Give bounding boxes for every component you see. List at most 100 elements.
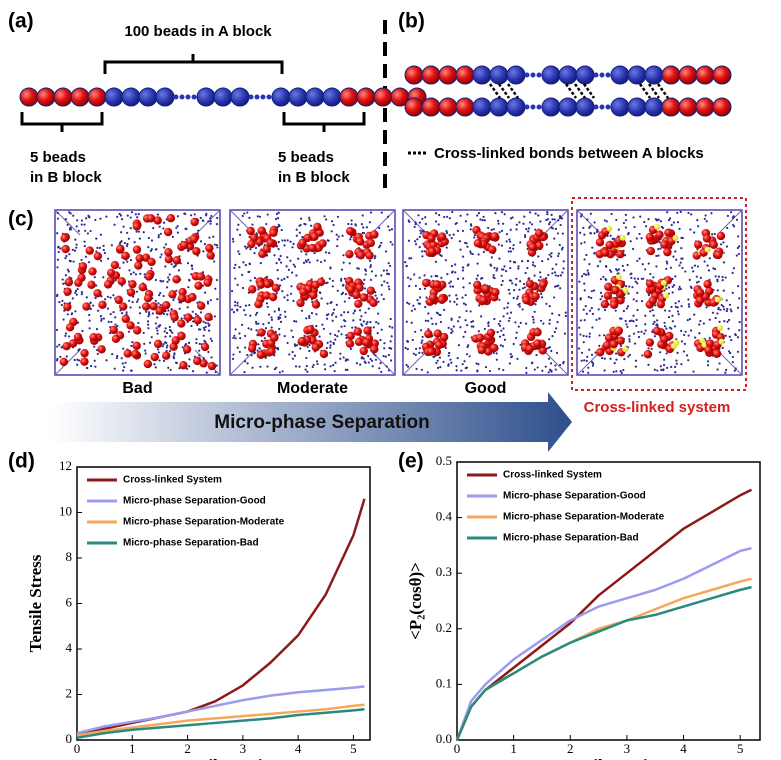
bead	[161, 351, 171, 360]
bead	[62, 282, 65, 285]
bead	[536, 366, 539, 369]
bead	[528, 211, 532, 214]
bead	[523, 215, 526, 218]
bead	[147, 257, 156, 267]
x-tick-label: 2	[567, 741, 574, 756]
bead	[587, 273, 590, 276]
bead	[719, 308, 722, 311]
bead	[164, 341, 167, 344]
bead	[278, 333, 281, 336]
bead	[107, 320, 110, 323]
bead	[256, 350, 266, 359]
bead	[318, 335, 321, 338]
bead	[67, 270, 70, 273]
bead	[548, 253, 551, 256]
bead	[482, 215, 485, 218]
bead	[736, 306, 740, 309]
y-tick-label: 8	[66, 549, 73, 564]
bead	[74, 289, 78, 292]
bead	[519, 280, 522, 283]
bead	[534, 212, 537, 215]
bead	[502, 222, 505, 225]
bead	[143, 342, 146, 345]
bead	[174, 361, 178, 364]
bead	[606, 225, 613, 232]
bead	[729, 351, 732, 355]
bead	[279, 320, 283, 323]
bead	[326, 317, 329, 320]
bead	[505, 233, 509, 236]
bead	[216, 216, 219, 220]
bead	[559, 363, 562, 367]
bead	[112, 294, 115, 297]
bead	[100, 295, 103, 298]
bead	[366, 238, 376, 248]
bead	[687, 359, 690, 362]
bead	[406, 301, 409, 304]
bead	[484, 366, 488, 369]
bead	[172, 357, 176, 360]
bead	[404, 346, 407, 350]
bead	[184, 313, 193, 322]
bead	[158, 324, 162, 327]
bead	[703, 260, 706, 263]
bead	[500, 244, 504, 247]
bead	[616, 336, 625, 345]
bead	[416, 299, 419, 302]
bead	[188, 358, 191, 361]
bead	[356, 87, 376, 107]
bead	[450, 318, 453, 321]
bead	[535, 353, 538, 357]
bead	[500, 329, 503, 332]
bead	[475, 277, 478, 280]
bead	[727, 350, 731, 353]
bead	[343, 325, 346, 328]
bead	[631, 286, 634, 289]
bead	[643, 350, 653, 359]
bead	[448, 294, 451, 297]
bead	[466, 264, 469, 267]
bead	[591, 312, 594, 316]
bead	[68, 335, 71, 338]
bead	[632, 216, 635, 219]
bead	[421, 255, 424, 258]
bead	[248, 270, 251, 273]
bracket	[282, 112, 366, 132]
bead	[246, 353, 249, 357]
bead	[296, 298, 305, 308]
bead	[157, 351, 160, 354]
bead	[601, 295, 604, 298]
bead	[536, 104, 542, 110]
bead	[680, 329, 683, 333]
bead	[198, 342, 201, 345]
bead	[652, 326, 662, 336]
bead	[436, 359, 439, 362]
bead	[126, 260, 129, 263]
bead	[408, 285, 411, 288]
bead	[605, 72, 611, 78]
bead	[709, 240, 718, 249]
bead	[353, 327, 363, 336]
bead	[369, 278, 373, 281]
bead	[359, 363, 362, 366]
bead	[322, 87, 342, 107]
bead	[206, 300, 209, 303]
bead	[203, 328, 206, 331]
bead	[561, 232, 564, 235]
bead	[553, 237, 556, 240]
bead	[609, 300, 619, 309]
bead	[257, 226, 266, 235]
bead	[299, 347, 302, 350]
bead	[106, 268, 116, 278]
bead	[78, 262, 88, 271]
bead	[502, 268, 505, 271]
bead	[548, 221, 552, 224]
bead	[362, 357, 365, 360]
bead	[712, 349, 722, 358]
bead	[499, 320, 502, 323]
bead	[147, 246, 150, 249]
bead	[545, 277, 548, 280]
bead	[738, 329, 741, 332]
bead	[610, 97, 630, 117]
bead	[515, 331, 518, 334]
